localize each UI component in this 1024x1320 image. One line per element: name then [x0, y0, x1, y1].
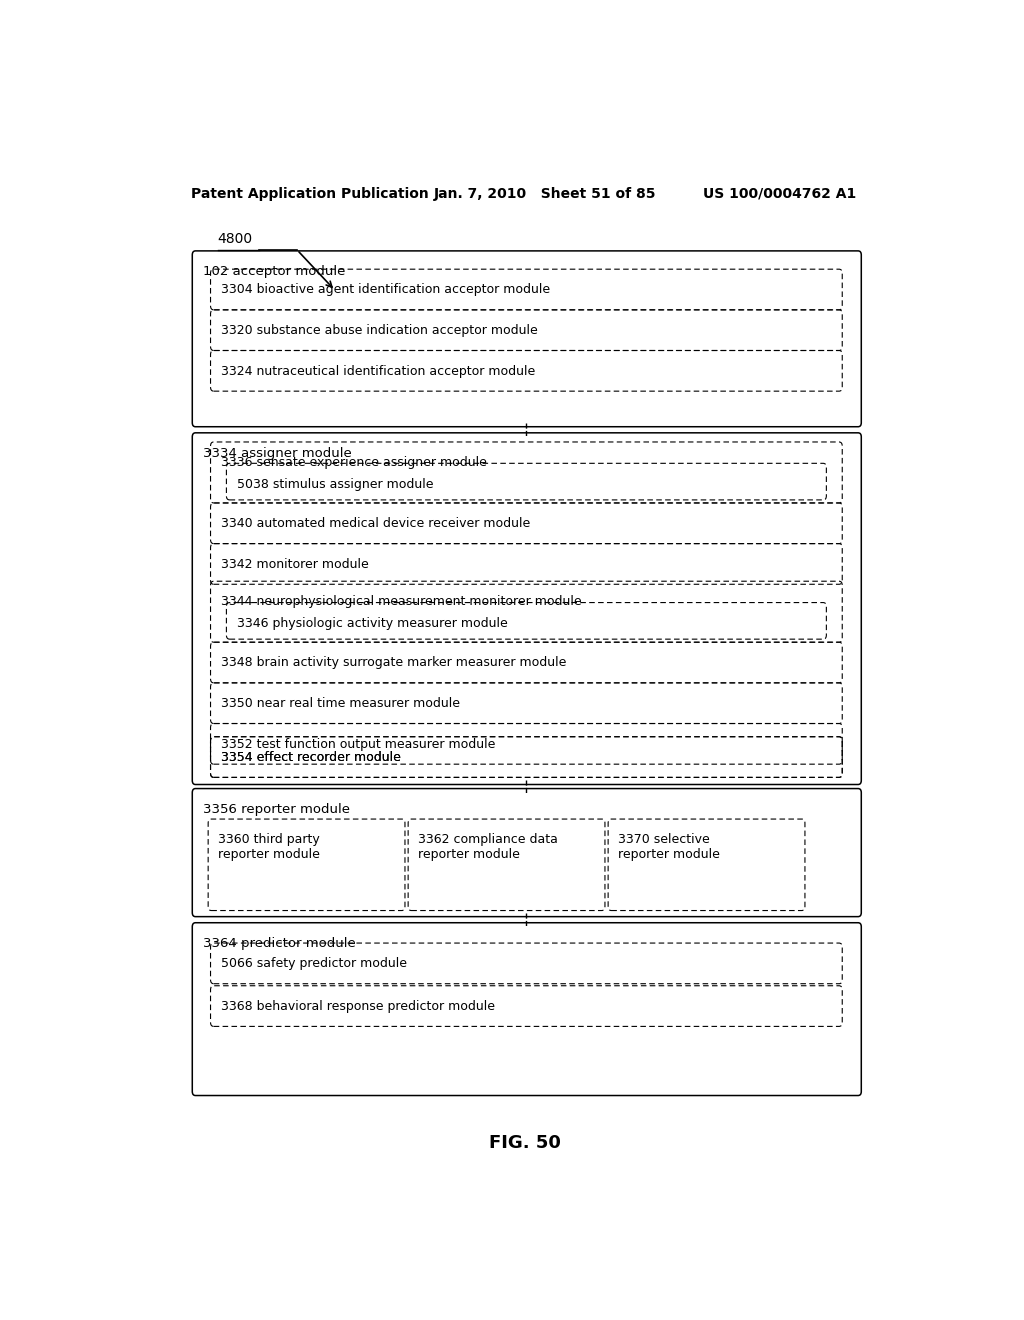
Text: Patent Application Publication: Patent Application Publication [191, 187, 429, 201]
Text: 3342 monitorer module: 3342 monitorer module [221, 558, 369, 570]
Text: 3350 near real time measurer module: 3350 near real time measurer module [221, 697, 460, 710]
Text: 5066 safety predictor module: 5066 safety predictor module [221, 957, 407, 970]
Text: 3344 neurophysiological measurement monitorer module: 3344 neurophysiological measurement moni… [221, 595, 582, 609]
Text: 3320 substance abuse indication acceptor module: 3320 substance abuse indication acceptor… [221, 325, 538, 337]
Text: 3336 sensate experience assigner module: 3336 sensate experience assigner module [221, 457, 486, 469]
Text: 3352 test function output measurer module: 3352 test function output measurer modul… [221, 738, 496, 751]
Text: 3364 predictor module: 3364 predictor module [203, 937, 355, 950]
Text: 3360 third party
reporter module: 3360 third party reporter module [218, 833, 321, 861]
Text: 3340 automated medical device receiver module: 3340 automated medical device receiver m… [221, 517, 530, 531]
Text: 3370 selective
reporter module: 3370 selective reporter module [618, 833, 720, 861]
Text: 3356 reporter module: 3356 reporter module [203, 803, 349, 816]
Text: 3334 assigner module: 3334 assigner module [203, 447, 351, 461]
Text: Jan. 7, 2010   Sheet 51 of 85: Jan. 7, 2010 Sheet 51 of 85 [433, 187, 656, 201]
Text: 3346 physiologic activity measurer module: 3346 physiologic activity measurer modul… [237, 616, 508, 630]
Text: 3354 effect recorder module: 3354 effect recorder module [221, 751, 400, 764]
Text: 102 acceptor module: 102 acceptor module [203, 265, 345, 279]
Text: 4800: 4800 [218, 231, 253, 246]
Text: FIG. 50: FIG. 50 [488, 1134, 561, 1152]
Text: 5038 stimulus assigner module: 5038 stimulus assigner module [237, 478, 433, 491]
Text: 3362 compliance data
reporter module: 3362 compliance data reporter module [419, 833, 558, 861]
Text: 3304 bioactive agent identification acceptor module: 3304 bioactive agent identification acce… [221, 284, 550, 297]
Text: 3324 nutraceutical identification acceptor module: 3324 nutraceutical identification accept… [221, 364, 536, 378]
Text: 3354 effect recorder module: 3354 effect recorder module [221, 751, 400, 764]
Text: 3368 behavioral response predictor module: 3368 behavioral response predictor modul… [221, 1001, 495, 1012]
Text: US 100/0004762 A1: US 100/0004762 A1 [703, 187, 857, 201]
Text: 3348 brain activity surrogate marker measurer module: 3348 brain activity surrogate marker mea… [221, 656, 566, 669]
